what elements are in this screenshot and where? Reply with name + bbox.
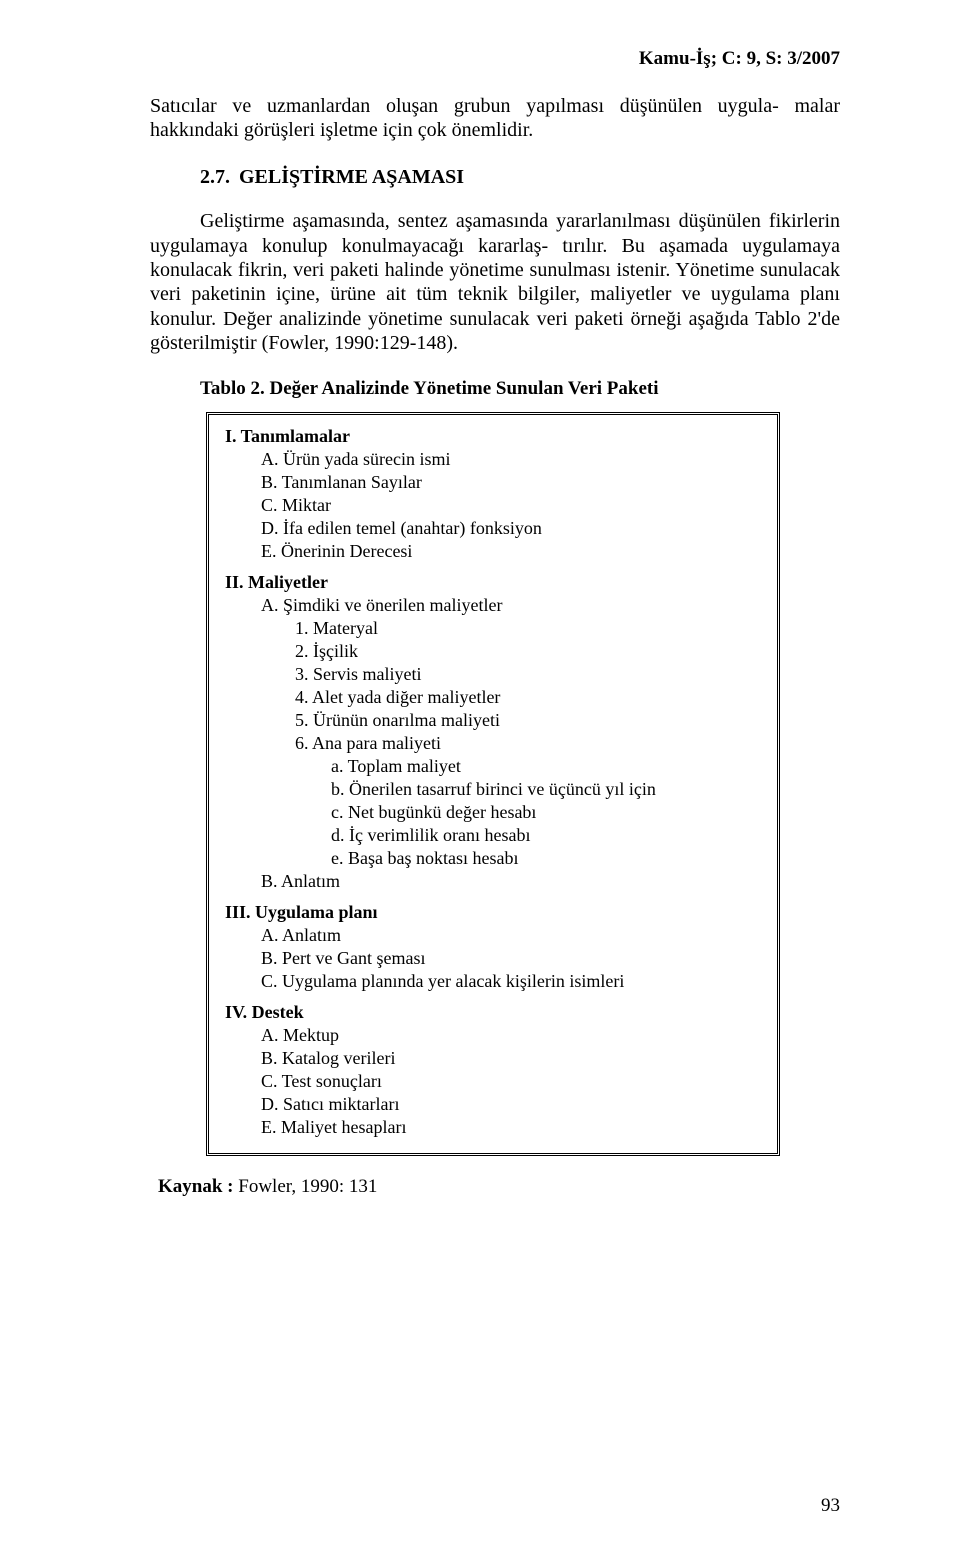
table-caption: Tablo 2. Değer Analizinde Yönetime Sunul… <box>150 378 840 400</box>
list-item: D. Satıcı miktarları <box>261 1093 761 1116</box>
section-number: 2.7. <box>200 166 230 188</box>
list-item: A. Anlatım <box>261 924 761 947</box>
list-item: c. Net bugünkü değer hesabı <box>331 801 761 824</box>
source-text: Fowler, 1990: 131 <box>234 1176 378 1197</box>
source-line: Kaynak : Fowler, 1990: 131 <box>158 1176 840 1198</box>
list-item: E. Maliyet hesapları <box>261 1116 761 1139</box>
list-item: C. Miktar <box>261 494 761 517</box>
group-2-title: II. Maliyetler <box>225 571 761 594</box>
list-item: d. İç verimlilik oranı hesabı <box>331 824 761 847</box>
list-item: 2. İşçilik <box>295 640 761 663</box>
list-item: A. Mektup <box>261 1024 761 1047</box>
list-item: 4. Alet yada diğer maliyetler <box>295 686 761 709</box>
list-item: 3. Servis maliyeti <box>295 663 761 686</box>
list-item: B. Anlatım <box>261 870 761 893</box>
list-item: 1. Materyal <box>295 617 761 640</box>
section-title: GELİŞTİRME AŞAMASI <box>239 166 464 188</box>
group-4-title: IV. Destek <box>225 1001 761 1024</box>
list-item: D. İfa edilen temel (anahtar) fonksiyon <box>261 517 761 540</box>
list-item: E. Önerinin Derecesi <box>261 540 761 563</box>
group-1-title: I. Tanımlamalar <box>225 425 761 448</box>
group-3-title: III. Uygulama planı <box>225 901 761 924</box>
list-item: B. Pert ve Gant şeması <box>261 947 761 970</box>
list-item: b. Önerilen tasarruf birinci ve üçüncü y… <box>331 778 761 801</box>
list-item: B. Katalog verileri <box>261 1047 761 1070</box>
list-item: C. Test sonuçları <box>261 1070 761 1093</box>
list-item: A. Ürün yada sürecin ismi <box>261 448 761 471</box>
section-heading-line: 2.7. GELİŞTİRME AŞAMASI <box>150 165 840 189</box>
list-item: A. Şimdiki ve önerilen maliyetler <box>261 594 761 617</box>
document-page: Kamu-İş; C: 9, S: 3/2007 Satıcılar ve uz… <box>0 0 960 1555</box>
source-label: Kaynak : <box>158 1176 234 1197</box>
list-item: e. Başa baş noktası hesabı <box>331 847 761 870</box>
list-item: a. Toplam maliyet <box>331 755 761 778</box>
running-head: Kamu-İş; C: 9, S: 3/2007 <box>150 48 840 70</box>
outline-table: I. Tanımlamalar A. Ürün yada sürecin ism… <box>206 412 780 1157</box>
list-item: 6. Ana para maliyeti <box>295 732 761 755</box>
list-item: B. Tanımlanan Sayılar <box>261 471 761 494</box>
body-paragraph-1: Satıcılar ve uzmanlardan oluşan grubun y… <box>150 94 840 143</box>
list-item: 5. Ürünün onarılma maliyeti <box>295 709 761 732</box>
list-item: C. Uygulama planında yer alacak kişileri… <box>261 970 761 993</box>
page-number: 93 <box>821 1495 840 1517</box>
body-paragraph-2: Geliştirme aşamasında, sentez aşamasında… <box>150 209 840 355</box>
